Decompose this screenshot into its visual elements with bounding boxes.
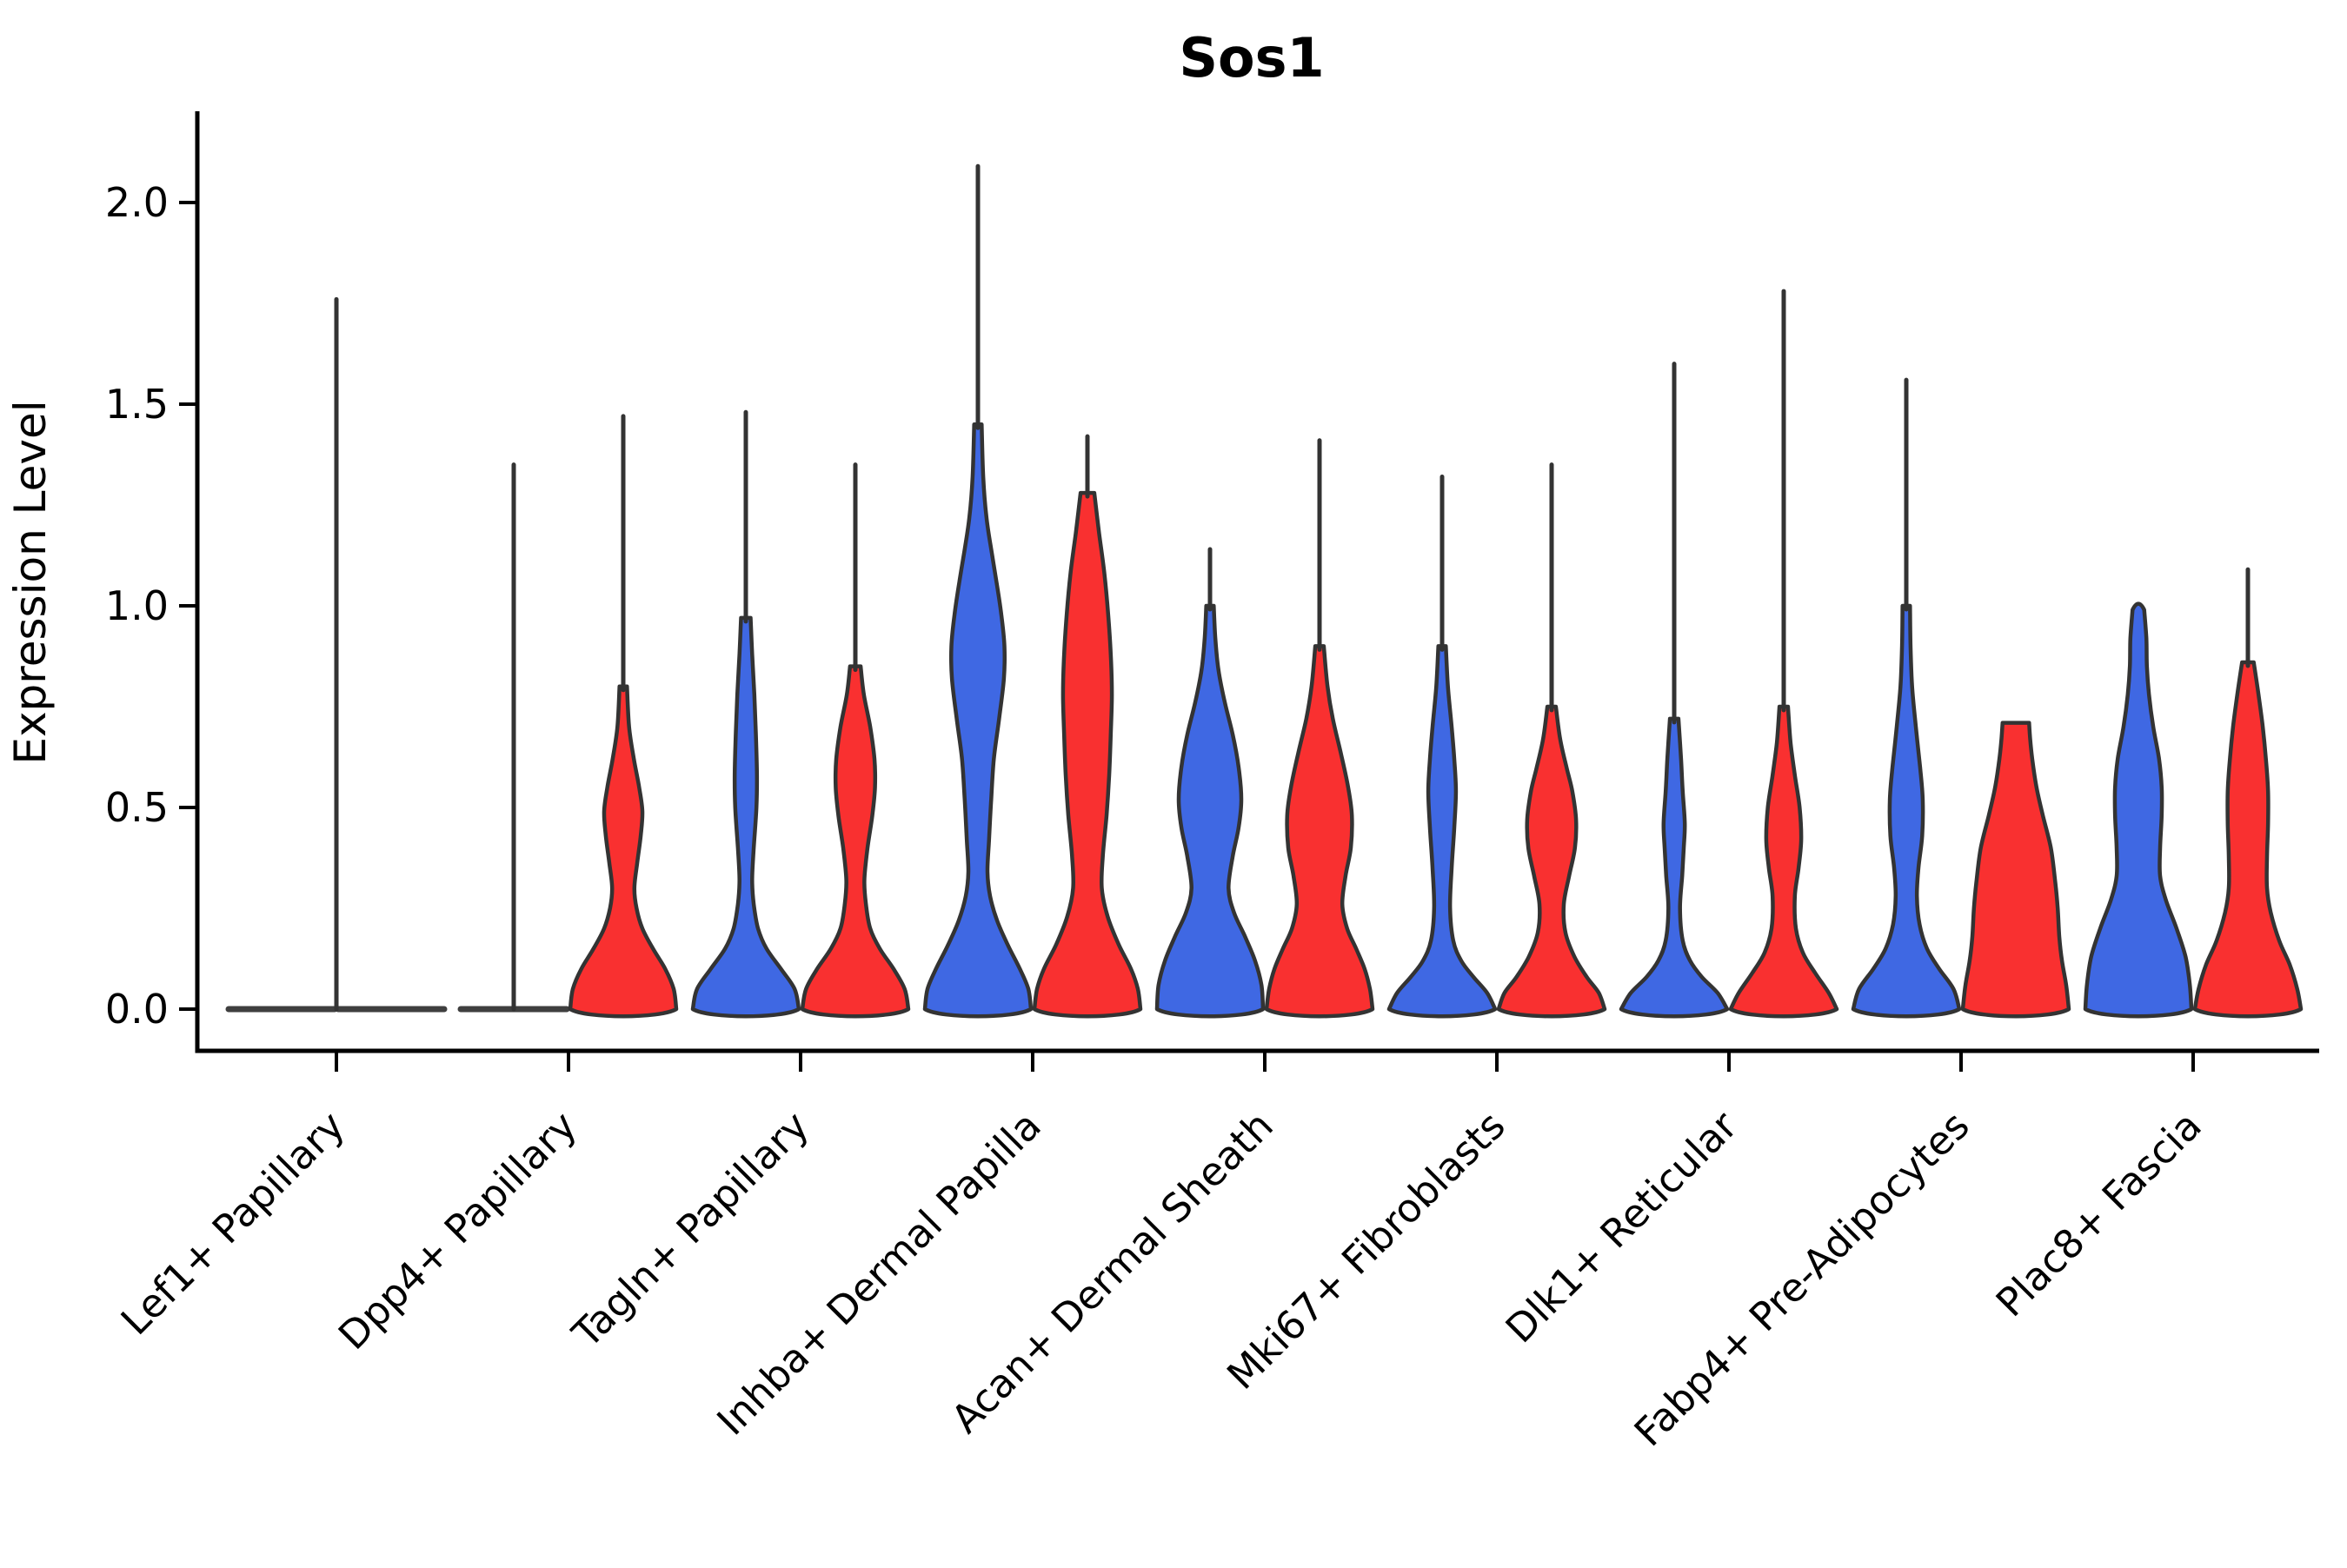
violin-group-8 — [2083, 567, 2304, 1019]
violin-red-1-body — [568, 684, 679, 1019]
violin-red-3-body — [1032, 490, 1143, 1019]
violin-blue-7-body — [1851, 603, 1962, 1019]
violin-group-2 — [690, 409, 911, 1019]
x-tick-label: Plac8+ Fascia — [1987, 1102, 2211, 1325]
violin-red-2-body — [800, 664, 911, 1019]
y-axis-label: Expression Level — [5, 400, 56, 764]
violin-blue-4-body — [1154, 603, 1266, 1019]
violins-layer — [225, 163, 2304, 1019]
violin-group-3 — [922, 163, 1143, 1019]
violin-red-4-body — [1264, 644, 1375, 1019]
violin-blue-8-body — [2083, 601, 2194, 1019]
violin-red-5-body — [1496, 704, 1607, 1019]
x-tick-label: Dpp4+ Papillary — [329, 1102, 586, 1359]
violin-group-0 — [225, 296, 448, 1013]
violin-blue-3-body — [922, 422, 1034, 1019]
y-tick-label: 0.5 — [105, 784, 169, 831]
y-tick-label: 1.5 — [105, 381, 169, 428]
y-tick-label: 2.0 — [105, 179, 169, 226]
violin-red-8-body — [2192, 660, 2304, 1019]
chart-title: Sos1 — [1179, 26, 1324, 90]
x-tick-label: Dlk1+ Reticular — [1497, 1102, 1746, 1352]
violin-blue-2-body — [690, 615, 801, 1019]
x-tick-label: Lef1+ Papillary — [112, 1102, 354, 1344]
violin-red-6-body — [1728, 704, 1839, 1019]
violin-group-5 — [1386, 462, 1607, 1019]
y-tick-label: 0.0 — [105, 986, 169, 1033]
violin-blue-6-body — [1619, 716, 1730, 1019]
violin-group-7 — [1851, 377, 2071, 1019]
x-tick-label: Tagln+ Papillary — [563, 1102, 818, 1357]
violin-group-1 — [457, 414, 679, 1019]
violin-group-4 — [1154, 438, 1375, 1019]
violin-blue-5-body — [1386, 644, 1498, 1019]
y-tick-label: 1.0 — [105, 582, 169, 629]
violin-group-6 — [1619, 289, 1839, 1019]
violin-red-7-body — [1960, 721, 2071, 1019]
